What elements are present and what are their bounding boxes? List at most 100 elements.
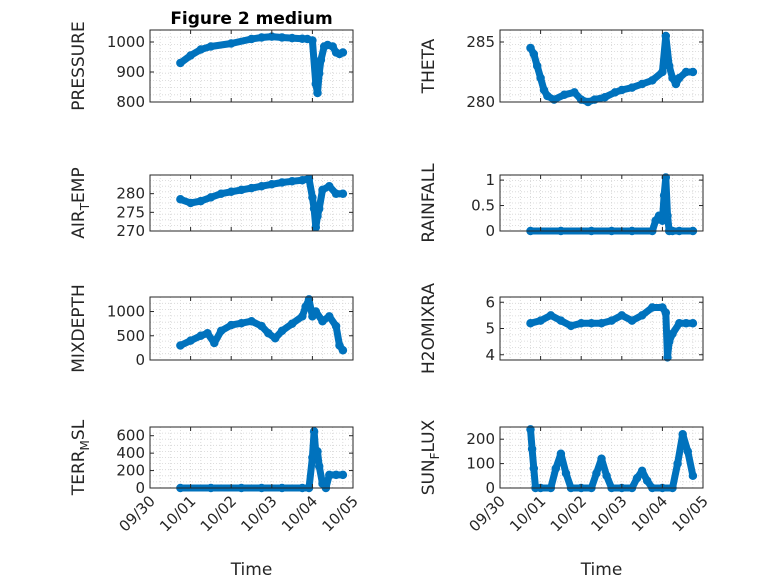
data-point	[257, 321, 266, 331]
data-point	[627, 316, 637, 325]
data-point	[664, 61, 674, 71]
y-tick-label: 800	[116, 93, 145, 111]
x-tick-label: 10/04	[278, 492, 321, 535]
data-point	[216, 326, 226, 336]
data-point	[338, 470, 348, 480]
subplot-mixdepth: 0 500 1000 MIXDEPTH	[69, 284, 354, 373]
data-point	[176, 195, 185, 204]
x-tick-label: 10/05	[319, 492, 362, 535]
data-point	[529, 464, 539, 473]
data-point	[587, 319, 596, 328]
data-point	[549, 95, 559, 104]
data-point	[664, 337, 674, 346]
data-point	[338, 189, 348, 198]
data-point	[176, 341, 185, 350]
x-tick-label: 09/30	[466, 492, 509, 535]
data-point	[257, 33, 266, 42]
data-point	[338, 346, 348, 355]
y-tick-label: 280	[466, 93, 495, 111]
data-point	[658, 216, 667, 226]
data-point	[607, 316, 616, 325]
data-point	[637, 79, 647, 89]
data-point	[226, 320, 236, 330]
data-point	[642, 476, 652, 485]
subplot-theta: 280 285 THETA	[419, 29, 704, 111]
data-point	[617, 311, 627, 320]
data-point	[313, 88, 322, 98]
axes-box	[499, 29, 704, 103]
data-point	[313, 211, 322, 221]
axes-box	[149, 426, 354, 489]
figure-title: Figure 2 medium	[170, 9, 332, 29]
data-point	[688, 471, 698, 481]
data-point	[597, 454, 606, 463]
data-point	[301, 302, 310, 311]
subplot-h2omixra: 4 5 6 H2OMIXRA	[419, 283, 704, 374]
data-point	[298, 34, 307, 43]
data-point	[637, 311, 647, 320]
data-point	[617, 85, 627, 95]
data-point	[526, 425, 535, 434]
y-tick-label: 5	[485, 320, 495, 338]
data-point	[648, 76, 657, 85]
data-point	[576, 319, 586, 328]
data-point	[600, 92, 610, 102]
data-point	[318, 316, 327, 326]
y-tick-label: 1000	[107, 33, 145, 51]
y-tick-label: 0	[135, 351, 145, 369]
y-axis-label: RAINFALL	[419, 163, 439, 243]
x-tick-label: 10/05	[669, 492, 712, 535]
x-tick-label: 09/30	[116, 492, 159, 535]
y-tick-label: 0	[485, 222, 495, 240]
data-point	[313, 447, 322, 456]
subplot-pressure: 800 900 1000 PRESSURE Figure 2 medium	[69, 9, 354, 111]
y-tick-label: 600	[116, 427, 145, 445]
data-point	[675, 73, 684, 83]
data-point	[688, 319, 698, 328]
data-point	[314, 461, 324, 471]
data-point	[287, 319, 297, 328]
data-point	[592, 469, 601, 478]
data-point	[287, 33, 297, 43]
data-point	[536, 73, 545, 83]
data-point	[203, 329, 212, 338]
data-point	[673, 459, 682, 468]
axes-box	[499, 426, 704, 489]
data-point	[661, 308, 671, 318]
data-series-trace	[527, 32, 697, 106]
data-point	[331, 321, 341, 331]
y-axis-label: AIRTEMP	[69, 167, 92, 238]
data-point	[226, 187, 236, 197]
data-point	[683, 447, 693, 456]
data-point	[602, 471, 611, 481]
data-point	[206, 42, 216, 51]
data-point	[546, 311, 556, 320]
y-tick-label: 1000	[107, 303, 145, 321]
data-point	[678, 430, 687, 439]
y-tick-label: 0.5	[471, 197, 495, 215]
y-axis-label: THETA	[419, 38, 439, 94]
data-point	[257, 181, 266, 191]
data-point	[287, 177, 297, 186]
data-point	[176, 58, 185, 68]
data-point	[323, 40, 332, 50]
y-tick-label: 200	[466, 430, 495, 448]
data-point	[637, 466, 647, 476]
y-tick-label: 275	[116, 203, 145, 221]
data-point	[206, 193, 216, 202]
y-axis-label: TERRMSL	[69, 419, 92, 496]
data-point	[308, 36, 317, 45]
data-point	[648, 303, 657, 312]
axes-box	[149, 296, 354, 361]
data-point	[551, 464, 561, 473]
data-point	[309, 427, 319, 436]
y-tick-label: 400	[116, 444, 145, 462]
data-point	[527, 444, 537, 454]
data-point	[186, 336, 195, 345]
x-tick-label: 10/03	[587, 492, 630, 535]
data-point	[561, 469, 571, 478]
